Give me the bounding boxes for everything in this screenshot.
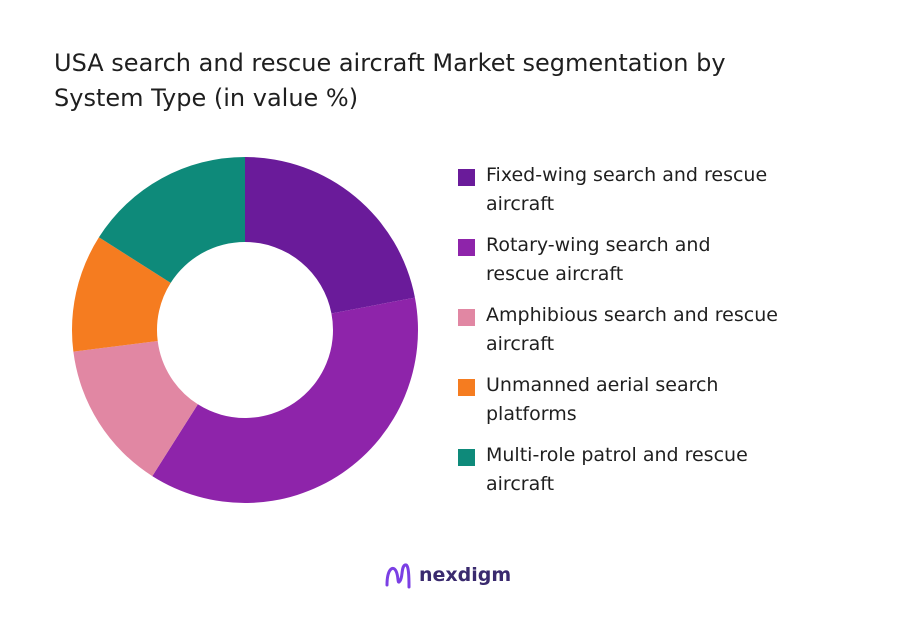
legend-label-line: platforms bbox=[486, 403, 577, 425]
donut-slice-5 bbox=[98, 157, 245, 283]
legend-label-line: Unmanned aerial search bbox=[486, 374, 719, 396]
legend-label-line: Amphibious search and rescue bbox=[486, 304, 778, 326]
nexdigm-logo-icon bbox=[385, 563, 411, 589]
donut-slice-4 bbox=[72, 237, 171, 352]
legend-label-line: Fixed-wing search and rescue bbox=[486, 164, 768, 186]
legend-item: Rotary-wing search and rescue aircraft bbox=[458, 231, 858, 301]
legend-swatch bbox=[458, 239, 475, 256]
brand-name: nexdigm bbox=[419, 564, 512, 586]
donut-slice-1 bbox=[245, 157, 415, 314]
legend-label-line: Rotary-wing search and bbox=[486, 234, 711, 256]
legend-item: Fixed-wing search and rescue aircraft bbox=[458, 161, 858, 231]
legend-label-line: Multi-role patrol and rescue bbox=[486, 444, 748, 466]
legend-item: Multi-role patrol and rescue aircraft bbox=[458, 441, 858, 511]
legend-swatch bbox=[458, 169, 475, 186]
legend-swatch bbox=[458, 309, 475, 326]
legend-swatch bbox=[458, 379, 475, 396]
brand-footer: nexdigm bbox=[383, 558, 511, 592]
legend-item: Amphibious search and rescue aircraft bbox=[458, 301, 858, 371]
chart-legend: Fixed-wing search and rescue aircraft Rota… bbox=[458, 161, 858, 511]
legend-label-line: aircraft bbox=[486, 333, 555, 355]
chart-title: USA search and rescue aircraft Market se… bbox=[54, 46, 854, 116]
donut-slice-3 bbox=[73, 341, 198, 477]
legend-label-line: rescue aircraft bbox=[486, 263, 624, 285]
legend-label-line: aircraft bbox=[486, 193, 555, 215]
donut-slice-2 bbox=[152, 297, 418, 503]
chart-title-line-1: USA search and rescue aircraft Market se… bbox=[54, 49, 726, 77]
legend-item: Unmanned aerial search platforms bbox=[458, 371, 858, 441]
legend-label-line: aircraft bbox=[486, 473, 555, 495]
chart-title-line-2: System Type (in value %) bbox=[54, 84, 359, 112]
legend-swatch bbox=[458, 449, 475, 466]
